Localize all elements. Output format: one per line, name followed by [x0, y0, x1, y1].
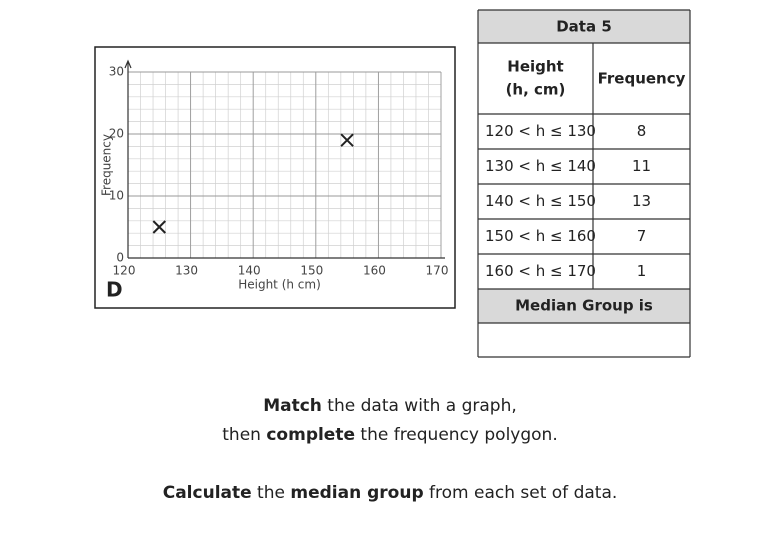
y-axis-label: Frequency: [100, 134, 114, 196]
instruction: Match the data with a graph,: [263, 396, 517, 416]
table-cell: 140 < h ≤ 150: [485, 192, 596, 210]
table-cell: 150 < h ≤ 160: [485, 227, 596, 245]
table-cell: 1: [637, 262, 647, 280]
x-axis-label: Height (h cm): [238, 278, 321, 292]
point: [152, 220, 167, 234]
y-tick-label: 20: [109, 127, 124, 141]
instruction-part: complete: [266, 425, 355, 445]
table-title-bg: [478, 10, 690, 43]
x-tick-label: 160: [363, 264, 386, 278]
table-cell: 13: [632, 192, 651, 210]
table-cell: 8: [637, 122, 647, 140]
instruction: Calculate the median group from each set…: [163, 483, 618, 503]
table-footer-bg: [478, 289, 690, 323]
y-tick-label: 30: [109, 65, 124, 79]
instruction-part: from each set of data.: [424, 483, 618, 503]
instruction-part: the frequency polygon.: [355, 425, 558, 445]
graph-letter: D: [106, 278, 123, 302]
x-tick-label: 170: [426, 264, 449, 278]
instruction-part: Match: [263, 396, 322, 416]
x-tick-label: 120: [113, 264, 136, 278]
header-cell: (h, cm): [506, 81, 566, 99]
table-cell: 130 < h ≤ 140: [485, 157, 596, 175]
x-tick-label: 130: [175, 264, 198, 278]
table-cell: 7: [637, 227, 647, 245]
table-title: Data 5: [556, 18, 612, 36]
header-cell: Frequency: [598, 70, 686, 88]
table-cell: 11: [632, 157, 651, 175]
y-tick-label: 10: [109, 189, 124, 203]
y-axis-arrow: [124, 59, 132, 69]
instruction-part: then: [222, 425, 266, 445]
y-tick-label: 0: [116, 251, 124, 265]
instruction-part: the: [252, 483, 291, 503]
table-cell: 120 < h ≤ 130: [485, 122, 596, 140]
header-cell: Height: [507, 58, 563, 76]
instruction-part: median group: [290, 483, 423, 503]
graph-frame: [94, 46, 456, 309]
x-tick-label: 140: [238, 264, 261, 278]
table-cell: 160 < h ≤ 170: [485, 262, 596, 280]
table-footer: Median Group is: [515, 297, 653, 315]
instruction-part: Calculate: [163, 483, 252, 503]
x-tick-label: 150: [300, 264, 323, 278]
instruction: then complete the frequency polygon.: [222, 425, 557, 445]
instruction-part: the data with a graph,: [322, 396, 517, 416]
point: [340, 133, 354, 147]
